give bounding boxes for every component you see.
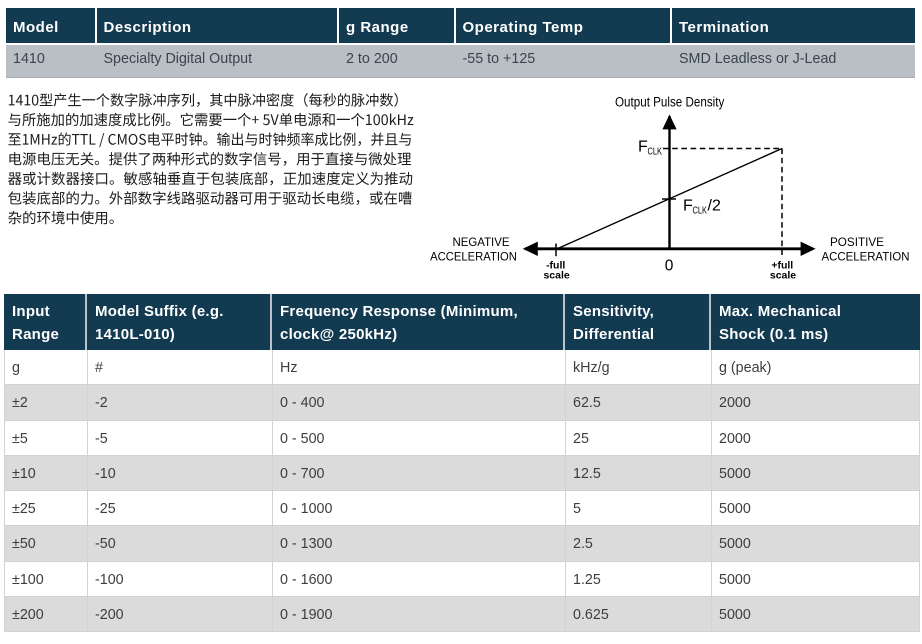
svg-text:+full: +full [771,260,793,272]
svg-text:Output Pulse Density: Output Pulse Density [615,95,725,110]
svg-text:F: F [683,198,693,215]
svg-text:F: F [638,139,648,156]
svg-text:NEGATIVE: NEGATIVE [453,235,510,249]
svg-text:/2: /2 [708,198,721,215]
svg-text:CLK: CLK [693,206,708,217]
svg-text:-full: -full [546,260,565,272]
svg-text:CLK: CLK [648,147,663,158]
svg-text:0: 0 [665,257,674,274]
svg-text:scale: scale [543,270,569,282]
svg-text:POSITIVE: POSITIVE [830,235,884,249]
svg-text:scale: scale [770,270,796,282]
svg-text:ACCELERATION: ACCELERATION [822,250,910,264]
svg-text:ACCELERATION: ACCELERATION [430,250,517,264]
